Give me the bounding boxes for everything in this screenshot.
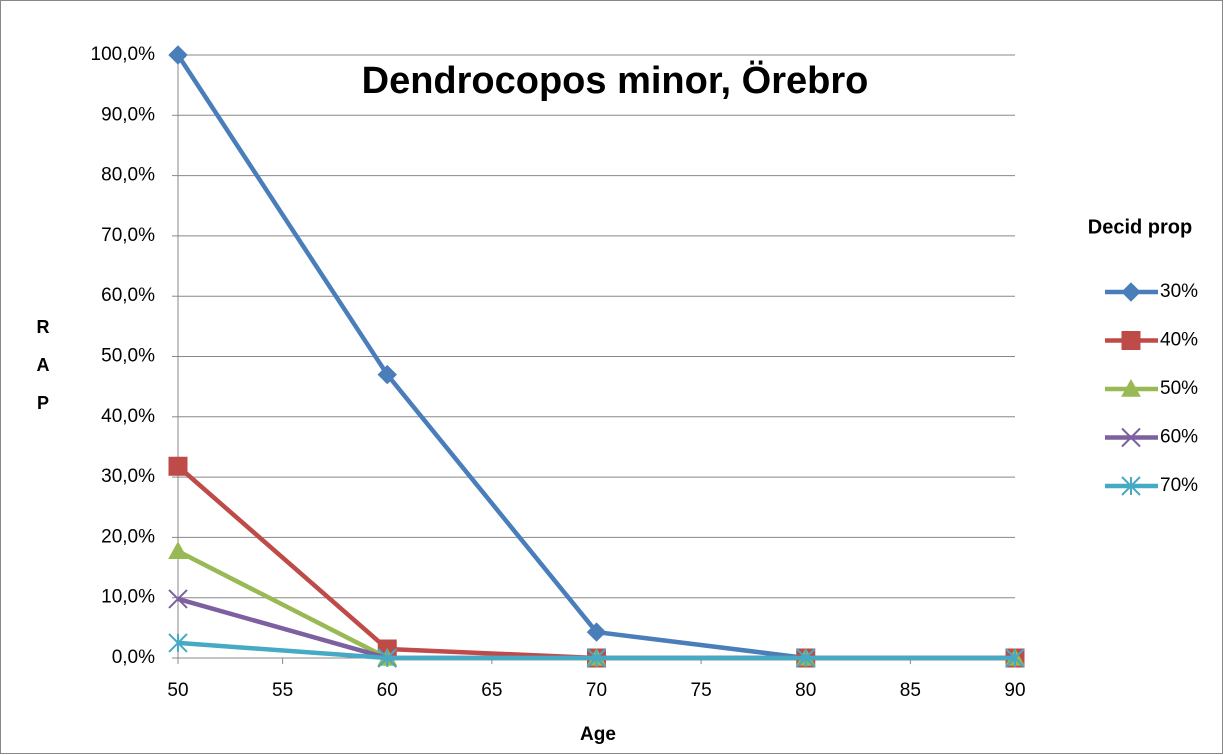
legend-title: Decid prop xyxy=(1088,216,1192,238)
marker xyxy=(168,45,188,65)
marker xyxy=(168,589,188,609)
legend-label: 70% xyxy=(1160,475,1198,496)
y-tick-label: 100,0% xyxy=(91,44,156,65)
y-tick-label: 60,0% xyxy=(101,285,155,306)
marker xyxy=(1121,427,1141,448)
x-tick-label: 65 xyxy=(481,680,502,701)
x-tick-label: 50 xyxy=(167,680,188,701)
y-axis-label: RAP xyxy=(36,317,50,413)
y-tick-label: 90,0% xyxy=(101,104,155,125)
marker xyxy=(168,633,188,653)
y-tick-label: 10,0% xyxy=(101,587,155,608)
marker xyxy=(586,648,607,668)
marker xyxy=(377,648,397,668)
legend-label: 30% xyxy=(1160,281,1198,302)
marker xyxy=(1121,378,1141,397)
x-tick-label: 75 xyxy=(691,680,712,701)
y-tick-label: 30,0% xyxy=(101,466,155,487)
marker xyxy=(586,622,607,642)
legend-label: 40% xyxy=(1160,330,1198,351)
x-tick-label: 85 xyxy=(900,680,921,701)
chart-title: Dendrocopos minor, Örebro xyxy=(362,59,869,102)
y-tick-label: 50,0% xyxy=(101,346,155,367)
marker xyxy=(377,364,397,385)
marker xyxy=(1121,476,1141,496)
x-tick-label: 90 xyxy=(1004,680,1025,701)
marker xyxy=(1121,282,1141,302)
legend-label: 60% xyxy=(1160,427,1198,448)
marker xyxy=(1005,648,1025,668)
y-tick-label: 40,0% xyxy=(101,406,155,427)
marker xyxy=(1121,331,1141,350)
legend-label: 50% xyxy=(1160,378,1198,399)
y-tick-label: 0,0% xyxy=(112,647,155,668)
y-tick-label: 20,0% xyxy=(101,526,155,547)
marker xyxy=(796,648,816,668)
x-tick-label: 70 xyxy=(586,680,607,701)
marker xyxy=(168,456,188,476)
y-tick-label: 70,0% xyxy=(101,225,155,246)
x-axis-label: Age xyxy=(580,724,616,745)
x-tick-label: 55 xyxy=(272,680,293,701)
y-tick-label: 80,0% xyxy=(101,165,155,186)
x-tick-label: 80 xyxy=(795,680,816,701)
x-tick-label: 60 xyxy=(377,680,398,701)
marker xyxy=(168,541,188,559)
